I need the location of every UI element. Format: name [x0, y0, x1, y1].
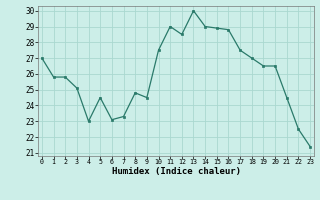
X-axis label: Humidex (Indice chaleur): Humidex (Indice chaleur): [111, 167, 241, 176]
